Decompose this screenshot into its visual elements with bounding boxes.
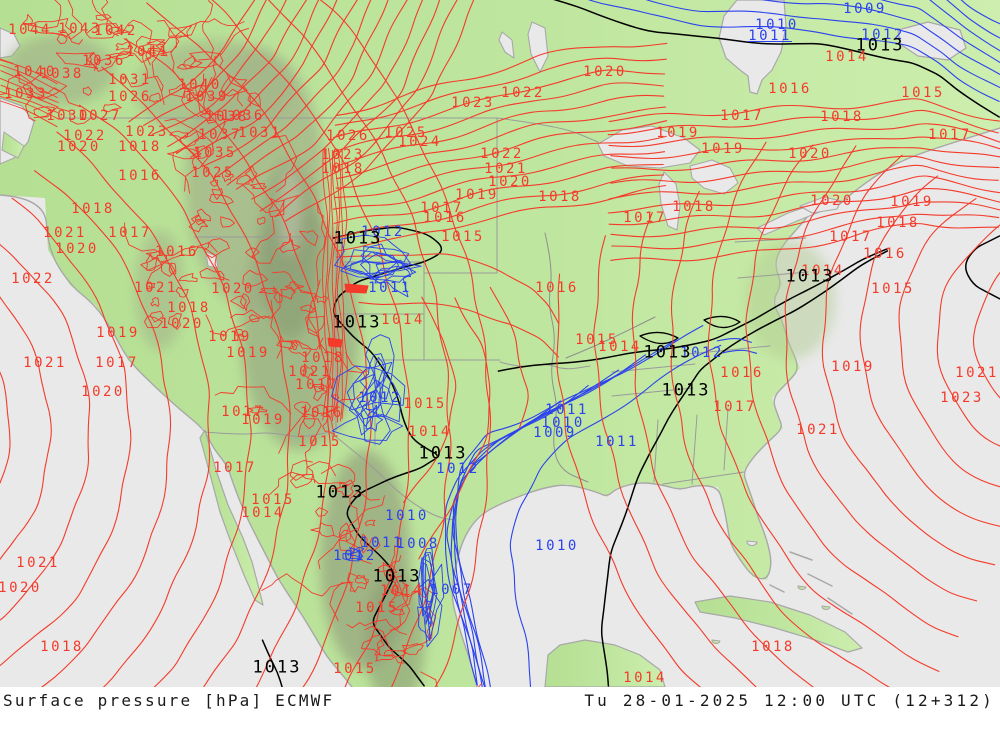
map-canvas [0,0,1000,687]
great-lakes [205,21,842,547]
terrain-shading [5,35,835,687]
product-title: Surface pressure [hPa] ECMWF [3,691,335,710]
pressure-map: 1044 1043 1042 1041 1036 1040 1038 1031 1033 1026… [0,0,1000,687]
ocean-layer [0,0,1000,687]
isobar-contours [0,0,1000,687]
status-bar: Surface pressure [hPa] ECMWF Tu 28-01-20… [0,687,1000,733]
valid-time: Tu 28-01-2025 12:00 UTC (12+312) [584,691,995,710]
